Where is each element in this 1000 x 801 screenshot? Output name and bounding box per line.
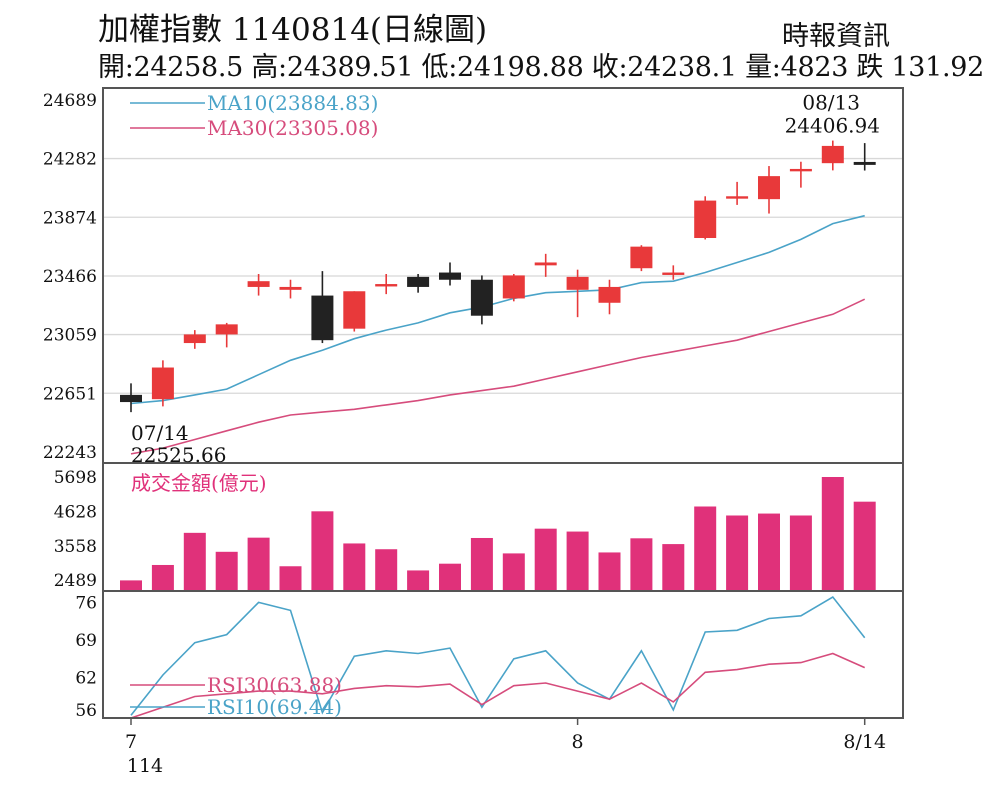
price-legend-label: MA30(23305.08) xyxy=(207,116,378,140)
gridlines xyxy=(103,157,903,394)
rsi10-line xyxy=(130,595,866,716)
volume-bar xyxy=(407,570,430,591)
candle-body xyxy=(120,394,142,403)
candle-body xyxy=(343,291,366,329)
candle-body xyxy=(853,161,876,165)
volume-bar xyxy=(821,477,844,591)
candle-body xyxy=(151,367,174,400)
volume-bar xyxy=(694,506,717,591)
panel-frames xyxy=(102,87,904,725)
volume-bar xyxy=(598,552,621,591)
candle-body xyxy=(215,324,238,335)
ma10-line xyxy=(130,214,865,405)
chart-labels: 24689 24282 23874 23466 23059 22651 22243 5698 4… xyxy=(43,91,886,777)
volume-bar xyxy=(439,563,461,591)
chart-title: 加權指數 1140814(日線圖) xyxy=(98,12,488,48)
volume-bar xyxy=(279,566,302,591)
price-y-tick: 23059 xyxy=(43,326,97,346)
volume-bar xyxy=(311,511,334,591)
volume-bar xyxy=(789,515,812,591)
candle-body xyxy=(375,284,398,287)
candle-body xyxy=(758,176,780,200)
volume-bar xyxy=(534,528,557,591)
volume-bar xyxy=(151,564,174,591)
price-y-tick: 24689 xyxy=(43,91,97,111)
high-value-annotation: 24406.94 xyxy=(785,114,880,138)
ohlc-stats: 開:24258.5 高:24389.51 低:24198.88 收:24238.… xyxy=(98,52,985,83)
volume-label: 成交金額(億元) xyxy=(131,471,267,495)
volume-y-tick: 2489 xyxy=(54,571,97,591)
price-y-tick: 23874 xyxy=(43,208,97,228)
price-y-tick: 23466 xyxy=(43,267,97,287)
rsi-y-tick: 56 xyxy=(75,701,97,721)
volume-bar xyxy=(343,543,366,591)
candle-body xyxy=(694,200,717,239)
x-tick-label: 7 xyxy=(125,731,137,753)
volume-bar xyxy=(470,537,493,591)
rsi-legend-label: RSI30(63.88) xyxy=(207,673,342,697)
x-tick-label: 8 xyxy=(572,731,584,753)
indicator-lines xyxy=(130,214,866,719)
volume-bar xyxy=(502,553,525,591)
volume-bar xyxy=(566,531,589,591)
volume-bar xyxy=(726,515,749,591)
ma30-line xyxy=(130,298,866,455)
rsi-y-tick: 69 xyxy=(75,631,97,651)
rsi-y-tick: 76 xyxy=(75,593,97,613)
rsi-legend-label: RSI10(69.44) xyxy=(207,695,342,719)
candle-body xyxy=(726,196,749,199)
source-label: 時報資訊 xyxy=(782,21,890,52)
volume-bar xyxy=(375,549,398,591)
x-tick-label: 8/14 xyxy=(843,731,886,753)
candlesticks xyxy=(120,140,876,413)
candle-body xyxy=(407,276,430,287)
candle-body xyxy=(662,272,685,275)
volume-bar xyxy=(183,532,206,591)
volume-bar xyxy=(758,513,780,591)
candle-body xyxy=(789,168,812,172)
volume-bar xyxy=(215,551,238,591)
volume-bar xyxy=(247,537,270,591)
candle-body xyxy=(279,286,302,290)
candle-body xyxy=(183,334,206,344)
volume-y-tick: 3558 xyxy=(54,537,97,557)
candle-body xyxy=(566,276,589,290)
low-date-annotation: 07/14 xyxy=(131,421,189,445)
candle-body xyxy=(470,279,493,316)
volume-y-tick: 5698 xyxy=(54,468,97,488)
rsi30-line xyxy=(130,652,866,719)
x-tick-sublabel: 114 xyxy=(127,755,163,777)
volume-bar xyxy=(120,580,142,591)
candle-body xyxy=(630,246,653,269)
candle-body xyxy=(439,272,461,280)
candle-body xyxy=(821,145,844,164)
volume-bar xyxy=(662,544,685,591)
price-y-tick: 22651 xyxy=(43,384,97,404)
candle-body xyxy=(534,262,557,266)
price-y-tick: 22243 xyxy=(43,443,97,463)
price-legend-label: MA10(23884.83) xyxy=(207,91,378,115)
low-value-annotation: 22525.66 xyxy=(131,443,226,467)
candle-body xyxy=(247,281,270,287)
candle-body xyxy=(502,275,525,299)
high-date-annotation: 08/13 xyxy=(802,91,860,115)
rsi-y-tick: 62 xyxy=(75,669,97,689)
volume-y-tick: 4628 xyxy=(54,502,97,522)
volume-bar xyxy=(853,501,876,591)
price-y-tick: 24282 xyxy=(43,150,97,170)
volume-bar xyxy=(630,538,653,591)
volume-bars xyxy=(120,477,876,591)
candle-body xyxy=(311,295,334,341)
chart-frame xyxy=(102,87,904,719)
candle-body xyxy=(598,286,621,303)
